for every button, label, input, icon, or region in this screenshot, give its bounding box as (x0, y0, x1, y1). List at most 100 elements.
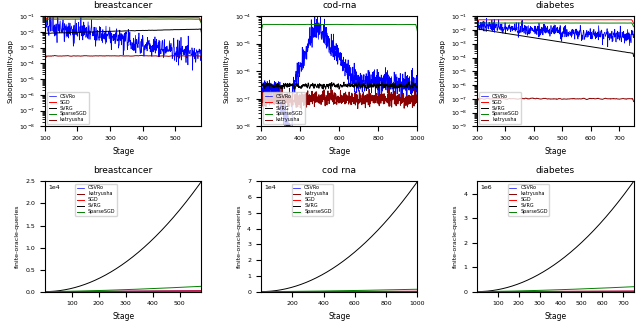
SGD (198, 20, 205, 24)
SVRG (544, 38, 552, 42)
SGD (548, 289, 556, 293)
SVRG (116, 29, 124, 33)
Line: SVRG: SVRG (45, 29, 202, 37)
SGD (626, 289, 634, 293)
katryusha (410, 290, 417, 294)
SparseSGD (410, 287, 417, 291)
Legend: CSVRo, katryusha, SGD, SVRG, SparseSGD: CSVRo, katryusha, SGD, SVRG, SparseSGD (291, 184, 333, 216)
CSVRo (194, 289, 202, 293)
SGD (413, 289, 421, 293)
SVRG (198, 30, 205, 34)
SparseSGD (392, 23, 400, 27)
katryusha (558, 290, 566, 294)
CSVRo (134, 289, 142, 293)
SVRG (196, 27, 204, 31)
SVRG (348, 83, 356, 87)
Line: SGD: SGD (45, 291, 202, 292)
katryusha (630, 289, 637, 293)
katryusha (115, 54, 123, 58)
SVRG (548, 264, 556, 268)
katryusha (198, 289, 205, 293)
katryusha (332, 290, 340, 294)
katryusha (298, 107, 305, 111)
X-axis label: Stage: Stage (112, 312, 134, 321)
Legend: CSVRo, SGD, SVRG, SparseSGD, katryusha: CSVRo, SGD, SVRG, SparseSGD, katryusha (47, 92, 89, 124)
SVRG (385, 216, 393, 220)
SVRG (134, 251, 142, 255)
CSVRo (385, 289, 393, 293)
katryusha (385, 290, 393, 294)
SVRG (630, 179, 637, 183)
SparseSGD (115, 17, 123, 21)
SparseSGD (413, 30, 421, 34)
CSVRo (115, 289, 123, 293)
SGD (513, 18, 521, 22)
SGD (602, 289, 609, 293)
CSVRo (558, 289, 566, 293)
katryusha (566, 97, 573, 101)
SparseSGD (257, 290, 265, 294)
SGD (348, 6, 356, 10)
CSVRo (566, 289, 574, 293)
SVRG (350, 251, 358, 255)
SVRG (170, 28, 177, 32)
CSVRo (353, 87, 360, 91)
SGD (332, 290, 340, 294)
Y-axis label: Suboptimality-gap: Suboptimality-gap (223, 39, 230, 103)
SparseSGD (566, 21, 573, 25)
CSVRo (591, 34, 599, 38)
Legend: CSVRo, SGD, SVRG, SparseSGD, katryusha: CSVRo, SGD, SVRG, SparseSGD, katryusha (263, 92, 305, 124)
Y-axis label: Suboptimality-gap: Suboptimality-gap (7, 39, 13, 103)
Line: SGD: SGD (261, 8, 417, 16)
SparseSGD (413, 287, 421, 291)
SVRG (342, 257, 349, 261)
CSVRo (413, 289, 421, 293)
SparseSGD (194, 17, 202, 21)
CSVRo (501, 21, 509, 25)
SparseSGD (198, 21, 205, 25)
Y-axis label: finite-oracle-queries: finite-oracle-queries (237, 205, 242, 268)
Line: SparseSGD: SparseSGD (477, 23, 634, 27)
CSVRo (342, 289, 349, 293)
Line: SparseSGD: SparseSGD (261, 289, 417, 292)
SVRG (376, 83, 383, 87)
SparseSGD (163, 17, 170, 21)
SparseSGD (334, 22, 342, 26)
CSVRo (604, 45, 612, 49)
SparseSGD (116, 17, 124, 21)
SparseSGD (41, 290, 49, 294)
X-axis label: Stage: Stage (112, 147, 134, 156)
SVRG (630, 54, 637, 58)
Title: breastcancer: breastcancer (93, 166, 153, 175)
SGD (134, 289, 142, 293)
katryusha (602, 289, 609, 293)
SGD (116, 289, 124, 293)
katryusha (115, 289, 123, 293)
SGD (566, 18, 573, 22)
SparseSGD (544, 21, 552, 25)
Line: SGD: SGD (477, 291, 634, 292)
SVRG (134, 29, 142, 32)
katryusha (413, 290, 421, 294)
SGD (410, 289, 417, 293)
katryusha (513, 97, 521, 101)
katryusha (116, 54, 124, 58)
CSVRo (544, 31, 552, 35)
SGD (357, 6, 365, 10)
CSVRo (548, 289, 556, 293)
SGD (134, 16, 142, 20)
Line: katryusha: katryusha (45, 55, 202, 61)
SVRG (558, 257, 566, 261)
SGD (170, 289, 177, 293)
Line: SGD: SGD (477, 20, 634, 24)
SGD (544, 18, 552, 22)
SparseSGD (591, 21, 599, 25)
CSVRo (311, 15, 319, 18)
Line: CSVRo: CSVRo (477, 291, 634, 292)
CSVRo (198, 58, 205, 62)
SparseSGD (602, 286, 609, 290)
SVRG (602, 216, 609, 220)
SVRG (357, 84, 365, 87)
katryusha (544, 97, 552, 101)
katryusha (138, 53, 146, 57)
